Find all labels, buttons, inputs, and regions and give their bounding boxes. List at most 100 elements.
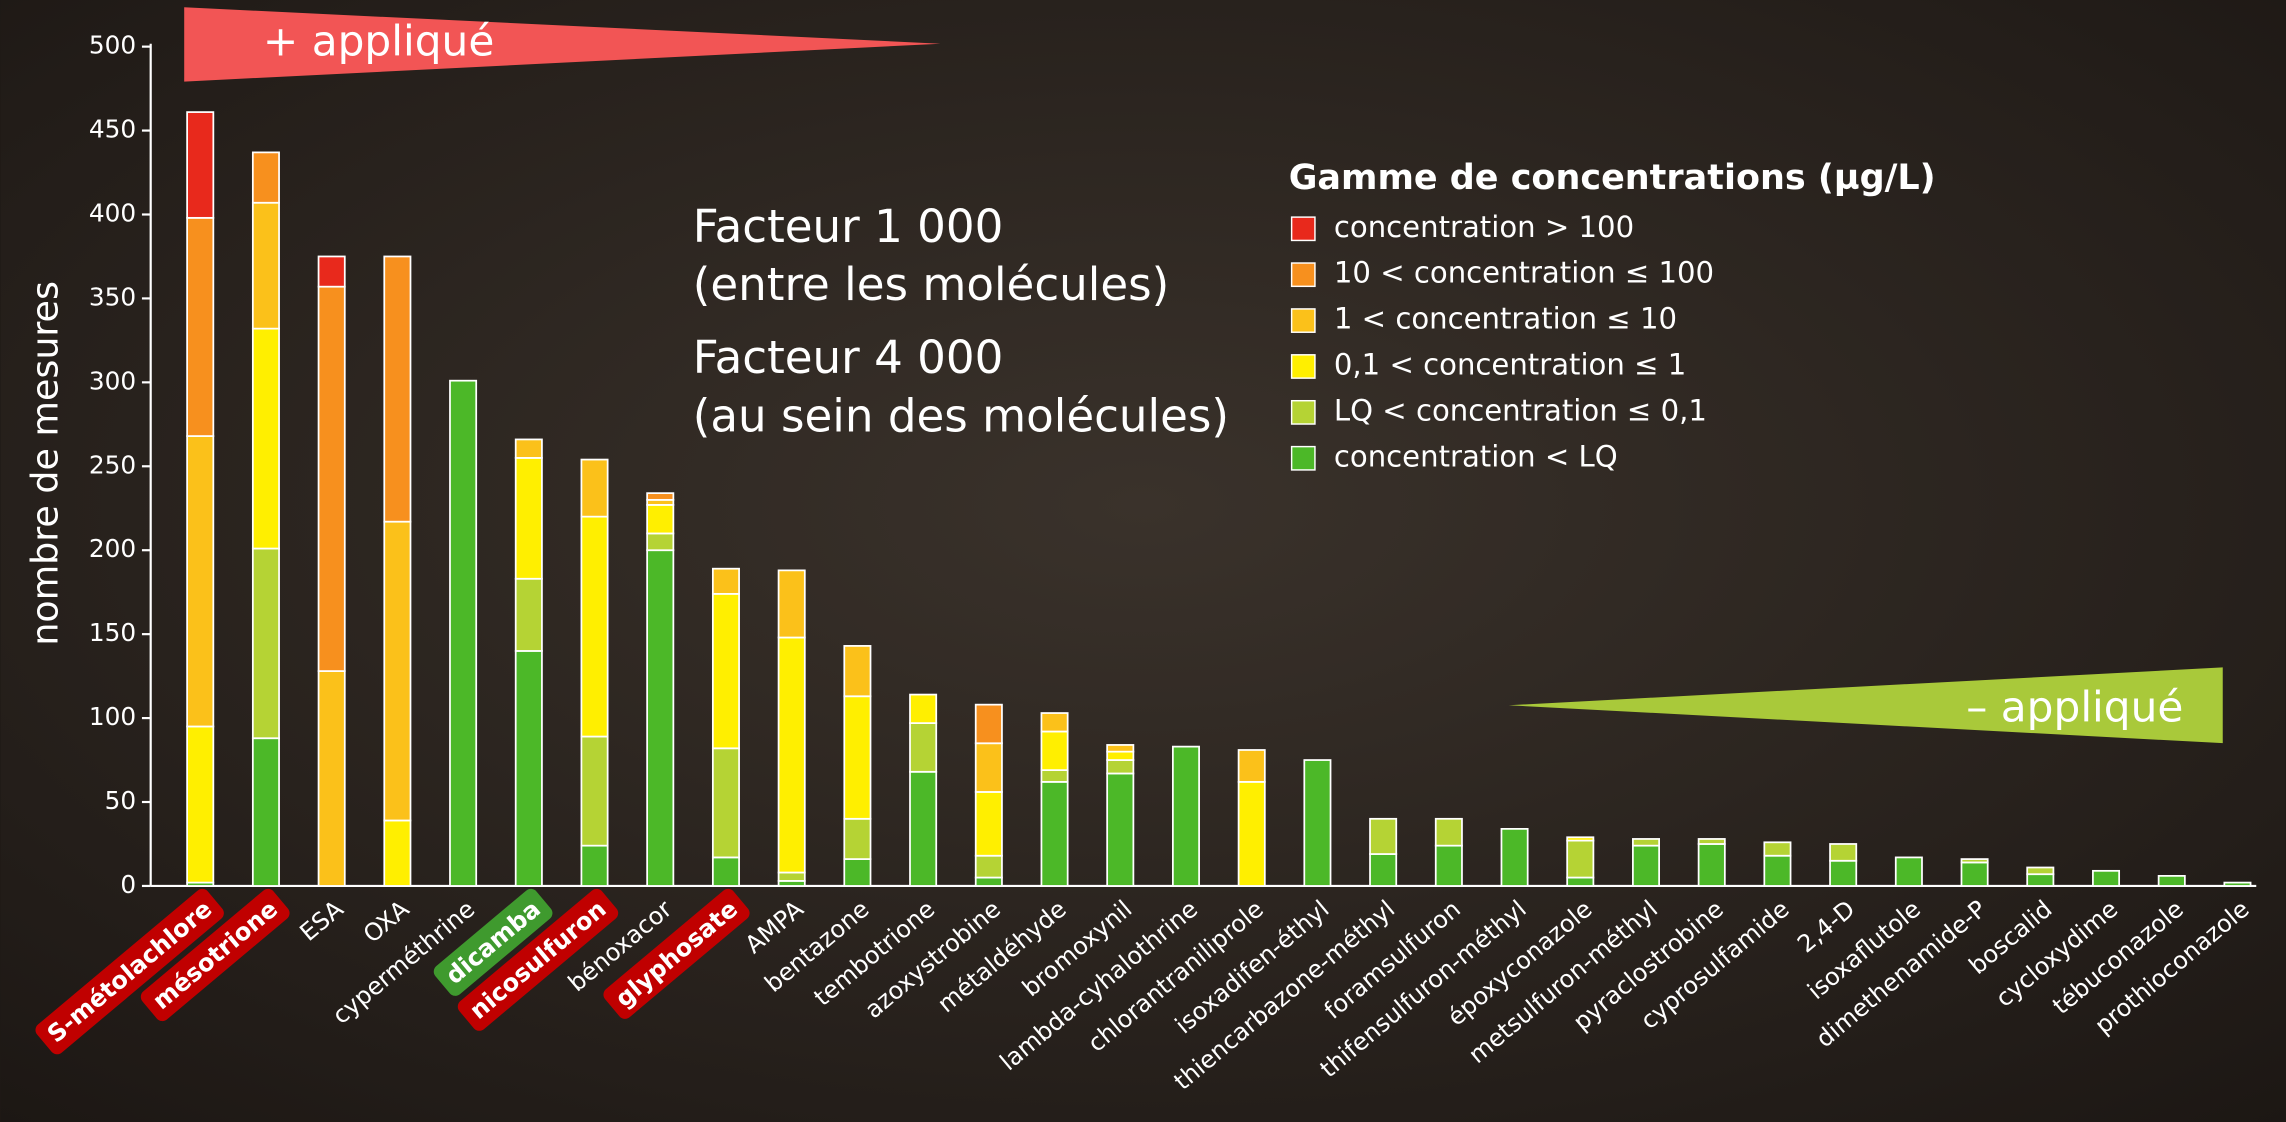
bar-segment — [317, 255, 346, 288]
bar-segment — [1632, 838, 1660, 847]
bar-segment — [580, 515, 609, 738]
bar-segment — [317, 670, 346, 887]
triangle-less — [1508, 667, 2223, 744]
bar-segment — [251, 547, 280, 740]
legend-swatch — [1290, 354, 1316, 379]
bar-segment — [580, 735, 609, 847]
bar-segment — [843, 645, 872, 698]
bar-segment — [1106, 744, 1135, 753]
bar-segment — [186, 435, 215, 728]
bar-segment — [1171, 745, 1200, 887]
annotation: (entre les molécules) — [693, 258, 1170, 311]
label-highlight — [433, 888, 553, 996]
y-tick-label: 400 — [89, 198, 136, 227]
bar-segment — [1960, 861, 1989, 887]
legend-swatch — [1290, 399, 1316, 425]
y-tick-label: 300 — [89, 366, 136, 395]
legend-label: 1 < concentration ≤ 10 — [1334, 302, 1677, 336]
bar-segment — [1369, 853, 1398, 887]
legend-swatch — [1290, 308, 1316, 333]
bar-segment — [646, 532, 675, 552]
annotation: + appliqué — [263, 16, 494, 65]
annotation: (au sein des molécules) — [693, 389, 1229, 442]
bar-segment — [2026, 866, 2055, 876]
bar-segment — [974, 703, 1003, 745]
annotation: Facteur 1 000 — [693, 200, 1004, 253]
bar-segment — [711, 747, 740, 859]
bar-segment — [974, 742, 1003, 793]
bar-segment — [580, 458, 609, 518]
bar-segment — [1829, 859, 1858, 887]
y-tick-label: 0 — [120, 870, 136, 899]
bar-segment — [1040, 712, 1069, 733]
label-highlight — [140, 888, 290, 1022]
bar-segment — [186, 111, 215, 219]
bar-segment — [1566, 836, 1595, 842]
bar-segment — [251, 327, 280, 550]
bar-segment — [1237, 780, 1266, 887]
bar-segment — [974, 876, 1003, 887]
bar-segment — [514, 457, 543, 580]
bar-segment — [449, 379, 478, 887]
bar-segment — [1237, 749, 1266, 783]
legend-title: Gamme de concentrations (µg/L) — [1289, 158, 1936, 198]
legend-swatch — [1290, 445, 1316, 471]
bar-segment — [1434, 817, 1463, 847]
bar-segment — [251, 201, 280, 330]
bar-segment — [909, 693, 938, 724]
y-tick-label: 450 — [89, 115, 136, 144]
bar-segment — [186, 725, 215, 884]
bar-segment — [777, 636, 806, 874]
bar-segment — [514, 577, 543, 652]
bar-segment — [1632, 844, 1660, 887]
bar-segment — [974, 854, 1003, 879]
bar-segment — [383, 255, 412, 523]
bar-segment — [186, 216, 215, 437]
bar-segment — [514, 650, 543, 887]
bar-segment — [1434, 844, 1463, 887]
bar-segment — [2092, 869, 2121, 887]
label-highlight — [603, 888, 750, 1019]
bar-segment — [2157, 874, 2186, 887]
label-highlight — [457, 888, 619, 1031]
legend-label: LQ < concentration ≤ 0,1 — [1334, 393, 1707, 427]
bar-segment — [2026, 873, 2055, 887]
bar-segment — [1303, 759, 1332, 887]
bar-segment — [1763, 854, 1792, 887]
y-tick-label: 200 — [89, 534, 136, 563]
legend-label: concentration < LQ — [1334, 439, 1618, 473]
triangle-more — [184, 7, 941, 82]
bar-segment — [1566, 876, 1595, 887]
bar-segment — [580, 844, 609, 887]
bar-segment — [711, 856, 740, 887]
bar-segment — [383, 819, 412, 887]
bar-segment — [1369, 817, 1398, 855]
bar-segment — [1106, 759, 1135, 775]
bar-segment — [646, 504, 675, 535]
bar-segment — [843, 695, 872, 820]
bar-segment — [383, 520, 412, 822]
bar-segment — [1894, 856, 1923, 887]
bar-segment — [1763, 841, 1792, 857]
bar-segment — [777, 569, 806, 639]
bar-segment — [1500, 827, 1529, 887]
y-axis-label: nombre de mesures — [24, 281, 67, 646]
bar-segment — [843, 817, 872, 860]
legend-label: 0,1 < concentration ≤ 1 — [1334, 347, 1686, 381]
y-tick-label: 50 — [105, 786, 137, 815]
bar-segment — [711, 567, 740, 595]
bar-segment — [251, 737, 280, 887]
bar-segment — [974, 791, 1003, 857]
bar-segment — [1040, 730, 1069, 771]
bar-segment — [1960, 858, 1989, 864]
legend-label: 10 < concentration ≤ 100 — [1334, 256, 1714, 290]
bar-segment — [711, 592, 740, 750]
bar-segment — [1106, 750, 1135, 761]
bar-segment — [1040, 780, 1069, 887]
legend-label: concentration > 100 — [1334, 210, 1634, 244]
bar-segment — [843, 858, 872, 887]
label-highlight — [35, 888, 224, 1055]
annotation: – appliqué — [1966, 682, 2183, 731]
